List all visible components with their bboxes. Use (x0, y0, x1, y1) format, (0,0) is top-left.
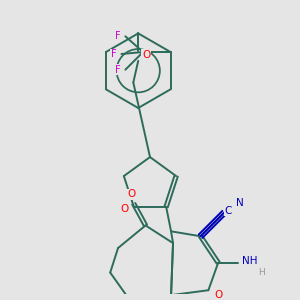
Text: O: O (120, 204, 128, 214)
Text: F: F (111, 49, 116, 59)
Text: C: C (224, 206, 232, 216)
Text: O: O (142, 50, 150, 60)
Text: H: H (258, 268, 265, 277)
Text: NH: NH (242, 256, 257, 266)
Text: N: N (236, 198, 244, 208)
Text: F: F (115, 65, 120, 75)
Text: O: O (214, 290, 222, 300)
Text: F: F (115, 31, 120, 41)
Text: O: O (128, 189, 136, 199)
